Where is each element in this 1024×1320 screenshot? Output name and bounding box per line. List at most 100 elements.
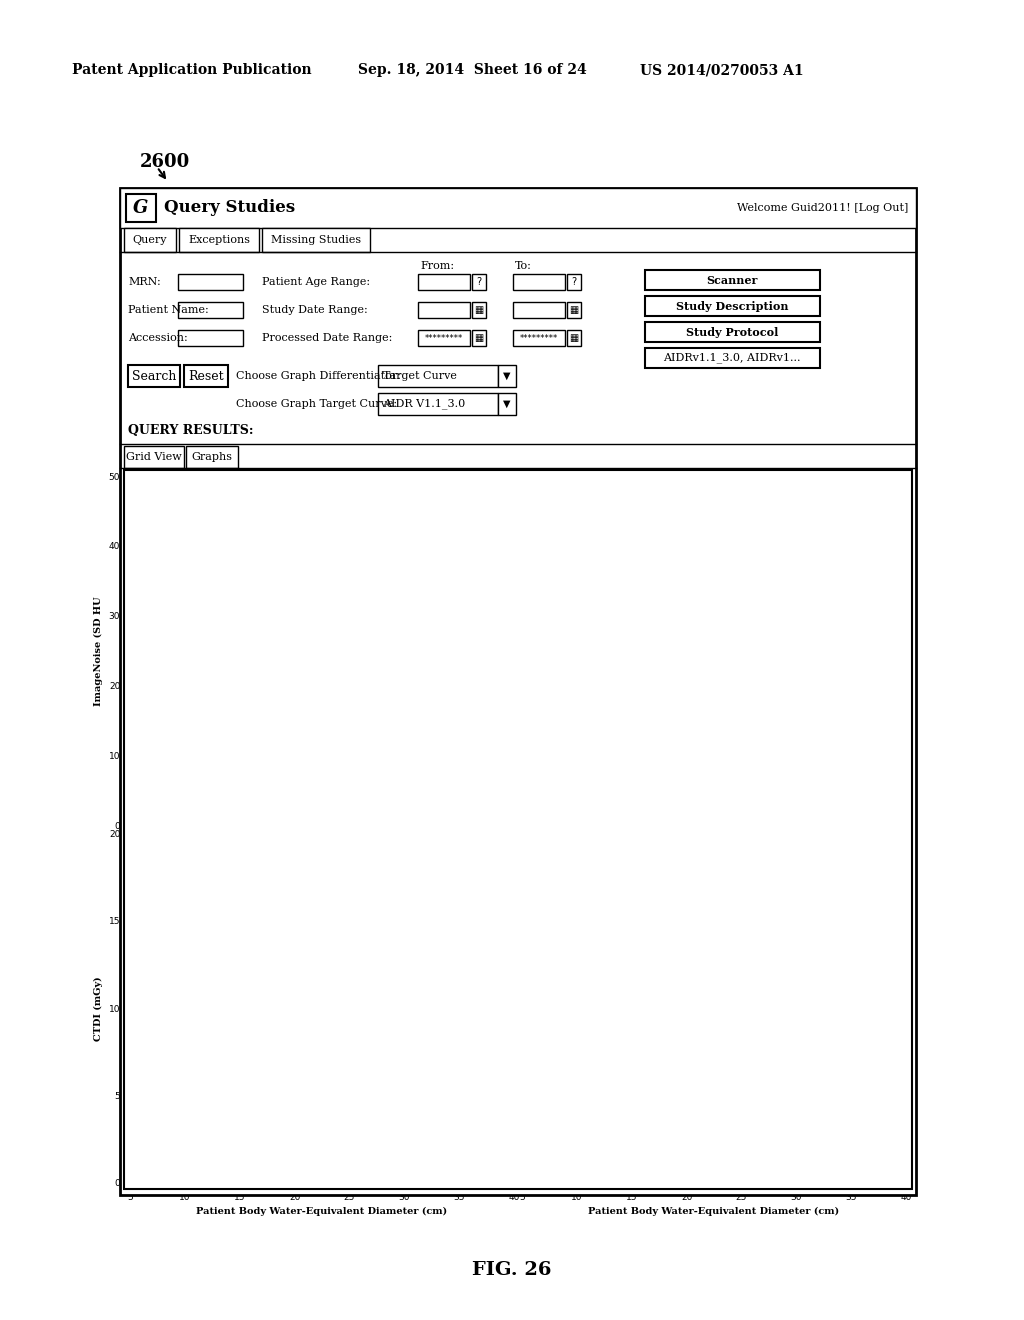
Bar <box>645 296 820 315</box>
Point <box>876 487 892 508</box>
Text: Grid View: Grid View <box>126 451 182 462</box>
Bar <box>418 275 470 290</box>
Point <box>689 694 706 715</box>
Text: MRN:: MRN: <box>128 277 161 286</box>
Bar <box>378 366 498 387</box>
Point <box>766 623 782 644</box>
Text: Choose Graph Target Curve:: Choose Graph Target Curve: <box>236 399 397 409</box>
Point <box>451 1006 467 1027</box>
Point <box>591 1139 607 1160</box>
Point <box>656 719 673 741</box>
Text: Welcome Guid2011! [Log Out]: Welcome Guid2011! [Log Out] <box>736 203 908 213</box>
Text: Missing Studies: Missing Studies <box>271 235 361 246</box>
Point <box>216 710 232 731</box>
Legend: AIDRv1.1_3.2, AIDRv1.1_3.0: AIDRv1.1_3.2, AIDRv1.1_3.0 <box>526 838 608 866</box>
Point <box>275 1138 292 1159</box>
Point <box>678 706 694 727</box>
Point <box>396 1074 413 1096</box>
Point <box>733 1039 750 1060</box>
Bar <box>472 275 486 290</box>
Point <box>547 1158 563 1179</box>
Text: FIG. 26: FIG. 26 <box>472 1261 552 1279</box>
Legend: AIDRv1.1_3.2, AIDRv1.1_3.0: AIDRv1.1_3.2, AIDRv1.1_3.0 <box>134 838 216 866</box>
Title: Image Noise vs Patient Body Diameter (Cm): Image Noise vs Patient Body Diameter (Cm… <box>184 463 460 474</box>
Point <box>258 696 274 717</box>
Point <box>220 1146 237 1167</box>
Point <box>181 725 198 746</box>
Point <box>733 667 750 688</box>
Point <box>199 1151 215 1172</box>
Point <box>254 1138 270 1159</box>
Text: AIDR V1.1_3.0: AIDR V1.1_3.0 <box>383 399 465 409</box>
Text: *********: ********* <box>520 334 558 342</box>
Point <box>352 1106 369 1127</box>
Point <box>156 738 172 759</box>
Point <box>733 1028 750 1049</box>
Y-axis label: CTDI (mGy): CTDI (mGy) <box>94 975 103 1040</box>
Text: ▦: ▦ <box>474 305 483 315</box>
Bar <box>124 470 912 1189</box>
Point <box>284 682 300 704</box>
Point <box>700 1068 717 1089</box>
Point <box>264 1139 281 1160</box>
Point <box>755 1008 771 1030</box>
Text: US 2014/0270053 A1: US 2014/0270053 A1 <box>640 63 804 77</box>
Text: Patient Name:: Patient Name: <box>128 305 209 315</box>
Bar <box>124 228 176 252</box>
Point <box>275 661 292 682</box>
Bar <box>186 446 238 469</box>
Point <box>755 630 771 651</box>
Point <box>668 1094 684 1115</box>
Point <box>558 754 574 775</box>
Point <box>843 935 859 956</box>
Text: AIDRv1.1_3.0, AIDRv1...: AIDRv1.1_3.0, AIDRv1... <box>664 352 801 363</box>
Point <box>232 710 249 731</box>
Point <box>207 725 223 746</box>
Bar <box>128 366 180 387</box>
Point <box>876 828 892 849</box>
Point <box>755 636 771 657</box>
Text: ▼: ▼ <box>503 399 511 409</box>
Point <box>207 710 223 731</box>
Point <box>155 1159 171 1180</box>
Point <box>264 1135 281 1156</box>
Point <box>293 655 309 676</box>
Point <box>568 744 585 766</box>
Point <box>254 1143 270 1164</box>
Point <box>224 710 241 731</box>
Bar <box>645 348 820 368</box>
Point <box>242 704 258 725</box>
Bar <box>262 228 370 252</box>
Point <box>591 1138 607 1159</box>
Point <box>678 1076 694 1097</box>
Point <box>258 675 274 696</box>
Point <box>656 1102 673 1123</box>
Bar <box>472 330 486 346</box>
Text: 2600: 2600 <box>140 153 190 172</box>
Point <box>624 727 640 748</box>
Legend: AIDRv1.1_3.2, AIDRv1.1_3.0: AIDRv1.1_3.2, AIDRv1.1_3.0 <box>526 480 608 510</box>
Text: ?: ? <box>476 277 481 286</box>
Text: QUERY RESULTS:: QUERY RESULTS: <box>128 424 254 437</box>
Point <box>580 743 596 764</box>
Point <box>689 1078 706 1100</box>
Bar <box>418 302 470 318</box>
Point <box>712 1048 728 1069</box>
Point <box>700 690 717 711</box>
Point <box>777 981 794 1002</box>
Bar <box>178 275 243 290</box>
Text: *********: ********* <box>425 334 463 342</box>
Point <box>689 1069 706 1090</box>
Point <box>635 730 651 751</box>
Text: From:: From: <box>420 261 454 271</box>
Point <box>788 972 805 993</box>
Point <box>463 494 479 515</box>
Point <box>712 680 728 701</box>
Text: Search: Search <box>132 370 176 383</box>
Point <box>284 661 300 682</box>
Point <box>645 723 662 744</box>
Text: Study Protocol: Study Protocol <box>686 326 778 338</box>
Point <box>437 507 454 528</box>
X-axis label: Patient Body Water-Equivalent Diameter (cm): Patient Body Water-Equivalent Diameter (… <box>589 1208 840 1217</box>
Point <box>341 1111 357 1133</box>
